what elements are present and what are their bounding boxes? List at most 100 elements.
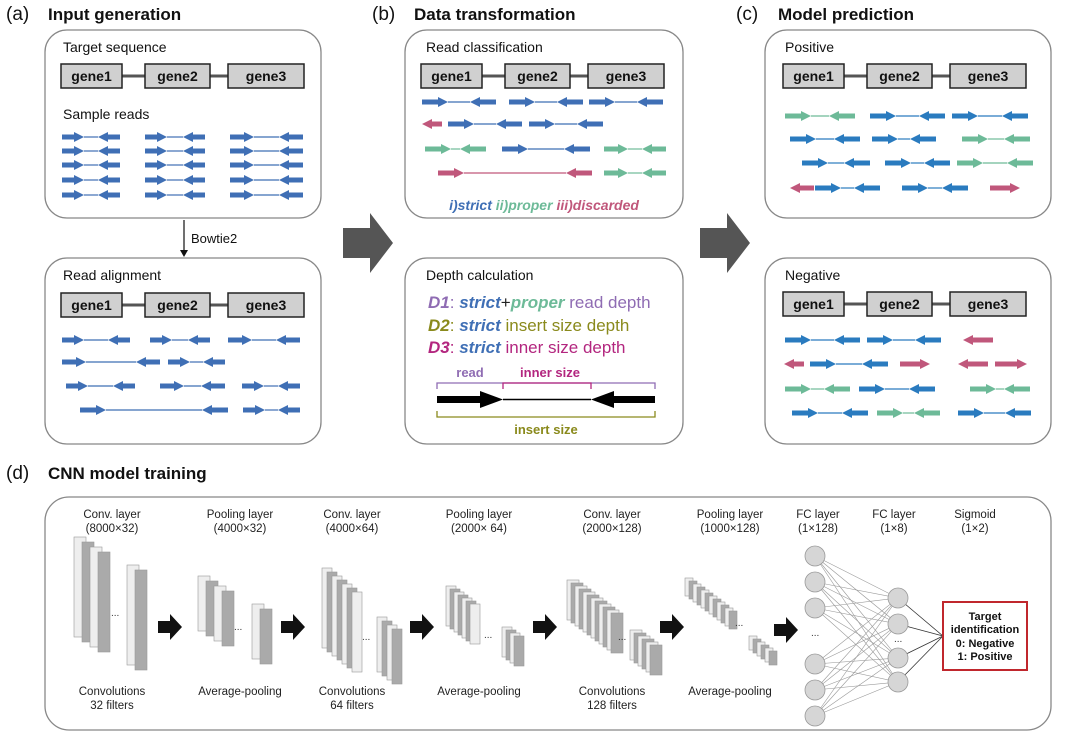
insert-size-diagram: read inner size insert size <box>436 365 656 437</box>
layer-2: Pooling layer (4000×32) Average-pooling <box>198 509 282 698</box>
read-arrow <box>642 168 666 178</box>
read-arrow <box>62 175 84 185</box>
layer-dims: (2000× 64) <box>451 523 507 535</box>
read-arrow <box>885 158 911 168</box>
read-arrow <box>962 134 988 144</box>
layer-4: Pooling layer (2000× 64) Average-pooling <box>437 509 521 698</box>
read-arrow <box>862 359 888 369</box>
read-arrow <box>230 160 254 170</box>
read-arrow <box>66 381 88 391</box>
ellipsis: ... <box>735 618 743 629</box>
feature-map-stack <box>501 626 525 667</box>
neuron <box>804 653 826 675</box>
insert-size-label: insert size <box>514 422 578 437</box>
feature-map-stack <box>251 603 273 665</box>
layer-dims: (4000×32) <box>214 523 267 535</box>
depth-calculation-label: Depth calculation <box>426 267 533 283</box>
gene-box-2 <box>144 292 211 318</box>
read-arrow <box>62 190 84 200</box>
read-arrow <box>145 190 167 200</box>
right-arrow-icon <box>158 614 182 640</box>
right-arrow-icon <box>410 614 434 640</box>
read-arrow <box>564 144 590 154</box>
read-arrow <box>529 119 555 129</box>
output-box <box>942 601 1028 671</box>
read-arrow <box>557 97 583 107</box>
d1-definition: D1: strict+proper read depth <box>428 293 651 312</box>
ellipsis: ... <box>111 608 119 619</box>
right-arrow-icon <box>700 213 750 273</box>
read-arrow <box>136 357 160 367</box>
gene-label: gene1 <box>431 68 472 84</box>
read-arrow <box>422 97 448 107</box>
read-arrow <box>870 111 896 121</box>
fully-connected-network <box>804 545 944 727</box>
read-arrow <box>1005 408 1031 418</box>
read-arrow <box>242 381 264 391</box>
right-arrow-icon <box>533 614 557 640</box>
layer-caption: Average-pooling <box>688 686 772 698</box>
read-arrow <box>952 111 978 121</box>
layer-8: FC layer (1×8) <box>872 509 916 535</box>
read-arrow <box>98 132 120 142</box>
gene-label: gene3 <box>968 68 1009 84</box>
read-arrow <box>924 158 950 168</box>
input-generation-box <box>44 29 322 219</box>
read-arrow <box>834 335 860 345</box>
positive-label: Positive <box>785 39 834 55</box>
read-arrow <box>243 405 265 415</box>
neuron <box>804 679 826 701</box>
read-arrow <box>872 134 898 144</box>
read-arrow <box>914 408 940 418</box>
ellipsis: ... <box>811 628 819 639</box>
read-arrow <box>168 357 190 367</box>
read-arrow <box>963 335 993 345</box>
read-arrow <box>877 408 903 418</box>
read-arrow <box>859 384 885 394</box>
read-arrow <box>228 335 252 345</box>
layer-6: Pooling layer (1000×128) Average-pooling <box>688 509 772 698</box>
layer-caption-filters: 64 filters <box>330 700 374 712</box>
read-arrow <box>844 158 870 168</box>
read-arrow <box>990 183 1020 193</box>
layer-9: Sigmoid (1×2) <box>954 509 996 535</box>
output-text: Target identification 0: Negative 1: Pos… <box>951 611 1020 663</box>
read-classification-label: Read classification <box>426 39 543 55</box>
read-arrow <box>425 144 451 154</box>
layer-caption-filters: 128 filters <box>587 700 637 712</box>
layer-caption: Convolutions <box>79 686 146 698</box>
read-arrow <box>201 381 225 391</box>
gene-box-3 <box>227 292 305 318</box>
panel-a-label: (a) <box>6 4 29 25</box>
layer-name: FC layer <box>872 509 916 521</box>
gene-label: gene3 <box>968 296 1009 312</box>
feature-map-stack <box>629 629 663 676</box>
neuron <box>887 647 909 669</box>
gene-label: gene2 <box>879 296 920 312</box>
svg-text:1: Positive: 1: Positive <box>957 651 1012 663</box>
panel-c-label: (c) <box>736 4 758 25</box>
read-arrow <box>98 175 120 185</box>
read-arrow <box>958 359 988 369</box>
read-arrow <box>145 132 167 142</box>
panel-b-label: (b) <box>372 4 395 25</box>
legend-strict: i)strict <box>449 197 493 213</box>
read-arrow <box>902 183 928 193</box>
read-arrow <box>203 357 225 367</box>
read-arrow <box>1004 384 1030 394</box>
layer-dims: (4000×64) <box>326 523 379 535</box>
layer-3: Conv. layer (4000×64) Convolutions 64 filte… <box>319 509 386 712</box>
gene-box-3 <box>227 63 305 89</box>
gene-box-3 <box>587 63 665 89</box>
read-arrow <box>279 175 303 185</box>
read-arrow <box>1004 134 1030 144</box>
read-arrow <box>80 405 106 415</box>
layer-name: Sigmoid <box>954 509 996 521</box>
layer-dims: (1×2) <box>961 523 988 535</box>
read-arrow <box>438 168 464 178</box>
read-arrow <box>824 384 850 394</box>
read-arrow <box>910 134 936 144</box>
read-alignment-box <box>44 257 322 445</box>
read-arrow <box>145 175 167 185</box>
neuron <box>804 571 826 593</box>
